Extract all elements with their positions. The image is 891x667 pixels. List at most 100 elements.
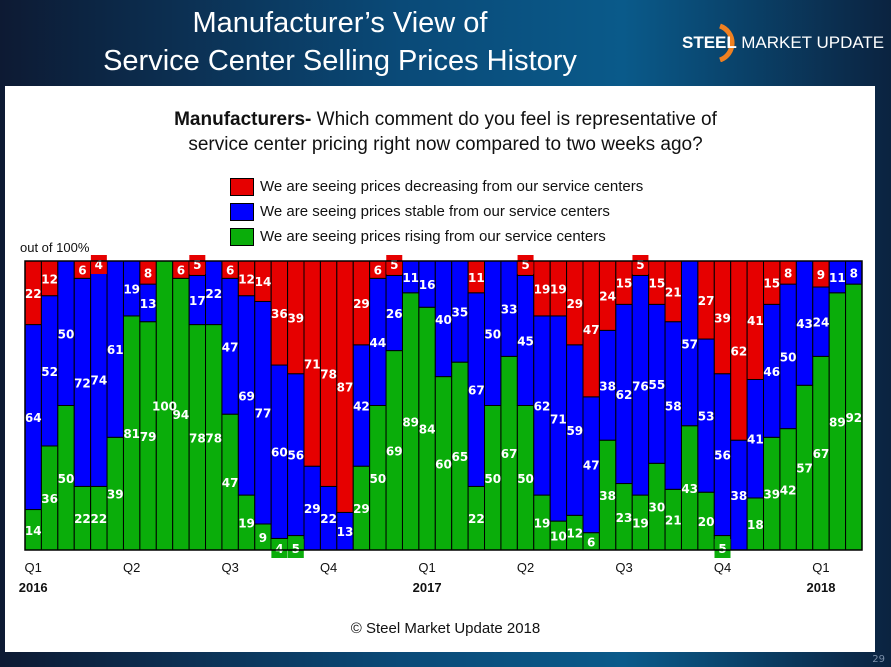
data-label: 5: [636, 258, 644, 272]
title-line-2: Service Center Selling Prices History: [103, 45, 577, 77]
data-label: 6: [226, 264, 234, 278]
data-label: 57: [681, 337, 698, 351]
data-label: 72: [74, 376, 91, 390]
plot-frame: [24, 260, 863, 551]
data-label: 57: [796, 462, 813, 476]
data-label: 100: [152, 400, 177, 414]
data-label: 29: [566, 297, 583, 311]
data-label-box: [714, 539, 731, 558]
data-label: 50: [780, 350, 797, 364]
data-label: 27: [698, 294, 715, 308]
data-label: 10: [550, 530, 567, 544]
x-tick-year: 2017: [413, 580, 442, 595]
data-label: 20: [698, 515, 715, 529]
data-label: 39: [763, 488, 780, 502]
header: Manufacturer’s View of Service Center Se…: [0, 0, 891, 86]
data-label: 5: [718, 542, 726, 556]
x-tick-quarter: Q2: [517, 560, 534, 575]
data-label: 39: [107, 488, 124, 502]
data-label-box: [386, 255, 403, 274]
data-label: 36: [41, 492, 58, 506]
data-label: 71: [304, 358, 321, 372]
x-tick-quarter: Q3: [615, 560, 632, 575]
data-label: 29: [353, 502, 370, 516]
data-label: 50: [58, 327, 75, 341]
data-label: 78: [320, 368, 337, 382]
data-label: 22: [205, 287, 222, 301]
data-label: 42: [780, 483, 797, 497]
data-label: 79: [140, 430, 157, 444]
data-label: 92: [845, 411, 862, 425]
data-label: 47: [222, 340, 239, 354]
data-label: 78: [205, 431, 222, 445]
data-label: 41: [747, 433, 764, 447]
data-label: 77: [255, 407, 272, 421]
data-label: 12: [566, 527, 583, 541]
x-tick-quarter: Q3: [221, 560, 238, 575]
data-label: 60: [435, 457, 452, 471]
data-label: 50: [517, 472, 534, 486]
data-label: 50: [484, 327, 501, 341]
data-label: 11: [829, 271, 846, 285]
data-label: 12: [41, 272, 58, 286]
data-label: 18: [747, 518, 764, 532]
copyright: © Steel Market Update 2018: [350, 620, 541, 637]
legend-swatch-green: [230, 228, 254, 246]
data-label: 69: [386, 444, 403, 458]
slide-title: Manufacturer’s View of Service Center Se…: [40, 4, 640, 80]
data-label: 69: [238, 389, 255, 403]
data-label: 5: [390, 258, 398, 272]
svg-text:STEEL MARKET UPDATE: STEEL MARKET UPDATE: [682, 33, 884, 52]
data-label: 22: [320, 512, 337, 526]
data-label: 35: [452, 306, 469, 320]
data-label: 59: [566, 424, 583, 438]
data-label: 11: [402, 271, 419, 285]
data-label: 67: [501, 447, 518, 461]
data-label: 22: [91, 512, 108, 526]
data-label: 47: [583, 459, 600, 473]
data-label: 53: [698, 410, 715, 424]
data-label: 8: [850, 267, 858, 281]
data-label: 65: [452, 450, 469, 464]
data-label: 89: [402, 415, 419, 429]
data-label: 78: [189, 431, 206, 445]
legend-swatch-blue: [230, 203, 254, 221]
data-label: 44: [370, 336, 387, 350]
data-label: 8: [784, 267, 792, 281]
data-label: 13: [337, 525, 354, 539]
data-label: 33: [501, 303, 518, 317]
data-label: 5: [521, 258, 529, 272]
data-label: 55: [649, 378, 666, 392]
steel-market-update-logo: STEEL MARKET UPDATE: [682, 23, 884, 62]
data-label: 62: [534, 400, 551, 414]
data-label: 64: [25, 411, 42, 425]
x-tick-quarter: Q4: [320, 560, 337, 575]
data-label: 9: [817, 268, 825, 282]
x-tick-quarter: Q2: [123, 560, 140, 575]
data-label: 71: [550, 413, 567, 427]
data-label: 19: [238, 517, 255, 531]
x-tick-quarter: Q4: [714, 560, 731, 575]
data-label: 38: [731, 489, 748, 503]
data-label: 47: [222, 476, 239, 490]
data-label: 67: [468, 384, 485, 398]
data-label: 24: [599, 290, 616, 304]
data-label: 40: [435, 313, 452, 327]
data-label: 15: [616, 277, 633, 291]
data-label: 50: [370, 472, 387, 486]
data-label-box: [287, 539, 304, 558]
data-label: 15: [649, 277, 666, 291]
data-label: 43: [796, 317, 813, 331]
data-label: 29: [304, 502, 321, 516]
data-label: 47: [583, 323, 600, 337]
data-label: 9: [259, 531, 267, 545]
data-label: 56: [714, 449, 731, 463]
data-label: 22: [25, 287, 42, 301]
legend-label: We are seeing prices stable from our ser…: [260, 203, 610, 220]
data-label: 13: [140, 297, 157, 311]
data-label: 56: [287, 449, 304, 463]
data-label: 6: [374, 264, 382, 278]
data-label: 41: [747, 314, 764, 328]
data-label: 29: [353, 297, 370, 311]
data-label: 11: [468, 271, 485, 285]
